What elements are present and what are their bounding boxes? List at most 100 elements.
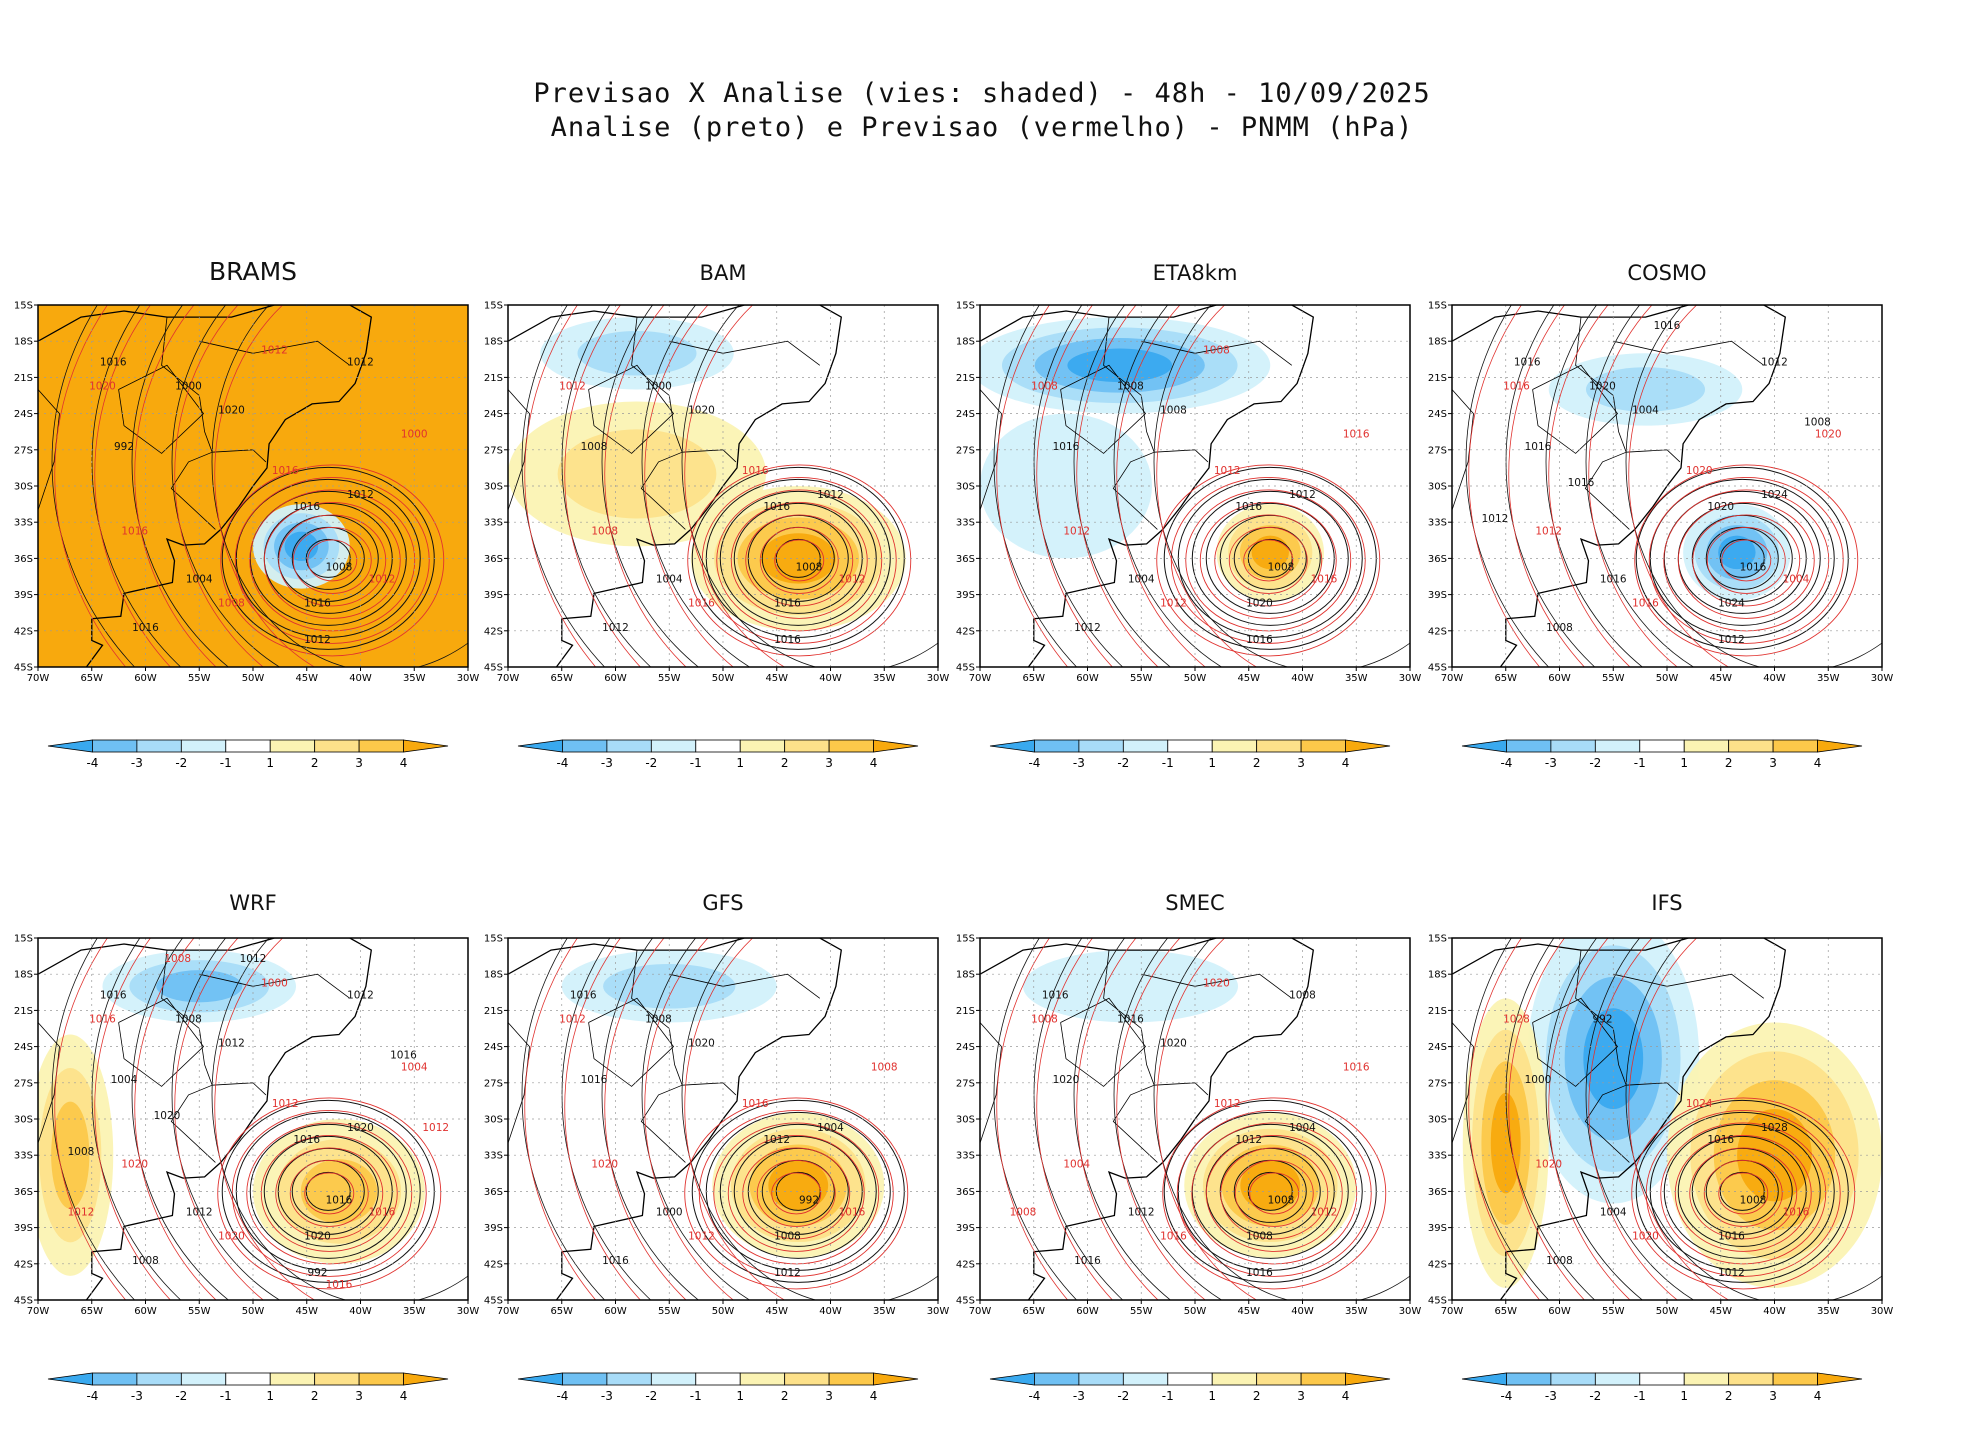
- y-tick-label: 27S: [1428, 445, 1447, 456]
- x-tick-label: 50W: [712, 1306, 735, 1317]
- forecast-contour-label: 1012: [1214, 465, 1241, 477]
- x-tick-label: 30W: [457, 1306, 480, 1317]
- colorbar: -4 -3 -2 -1 1 2 3 4: [517, 739, 919, 770]
- y-tick-label: 15S: [14, 934, 33, 945]
- x-tick-label: 50W: [712, 673, 735, 684]
- analysis-contour-label: 1016: [774, 598, 801, 610]
- analysis-contour-label: 1016: [326, 1194, 353, 1206]
- forecast-isobar: [524, 938, 597, 1300]
- country-border: [1532, 364, 1619, 454]
- forecast-isobar: [1508, 305, 1586, 667]
- panel-title: ETA8km: [1153, 261, 1238, 285]
- y-tick-label: 39S: [956, 1223, 975, 1234]
- analysis-isobar: [993, 305, 1078, 667]
- bias-blob: [577, 330, 697, 376]
- x-tick-label: 55W: [188, 1306, 211, 1317]
- forecast-isobar: [745, 514, 854, 607]
- colorbar-label: 2: [1253, 1389, 1261, 1403]
- colorbar-swatch: [136, 739, 182, 753]
- analysis-contour-label: 1016: [1525, 441, 1552, 453]
- forecast-isobar: [307, 539, 358, 582]
- analysis-contour-label: 1020: [347, 1122, 374, 1134]
- analysis-isobar: [601, 305, 700, 667]
- panel-brams: BRAMS10161016101210081004100099210121016…: [14, 257, 479, 770]
- forecast-contour-label: 1012: [559, 380, 586, 392]
- y-tick-label: 45S: [1428, 1296, 1447, 1307]
- analysis-contour-label: 992: [799, 1194, 819, 1206]
- bias-blob: [1251, 535, 1289, 570]
- x-tick-label: 35W: [873, 1306, 896, 1317]
- forecast-contour-label: 1012: [1063, 525, 1090, 537]
- y-tick-label: 18S: [956, 337, 975, 348]
- y-tick-label: 21S: [14, 1006, 33, 1017]
- forecast-isobar: [698, 1109, 894, 1277]
- forecast-isobar: [1036, 305, 1114, 667]
- colorbar-swatch: [1300, 739, 1346, 753]
- colorbar-label: -3: [1545, 1389, 1557, 1403]
- forecast-isobar: [684, 938, 786, 1300]
- analysis-isobar: [681, 305, 938, 667]
- colorbar-swatch: [784, 1372, 830, 1386]
- y-tick-label: 18S: [14, 970, 33, 981]
- colorbar-label: -3: [601, 756, 613, 770]
- panel-title: BRAMS: [209, 257, 297, 286]
- analysis-contour-label: 1008: [1804, 417, 1831, 429]
- colorbar-label: 3: [1297, 1389, 1305, 1403]
- colorbar-arrow-right: [1817, 1372, 1863, 1386]
- x-tick-label: 65W: [1494, 1306, 1517, 1317]
- coastline: [38, 938, 373, 1300]
- analysis-contour-label: 1012: [1289, 489, 1316, 501]
- colorbar-label: 1: [266, 756, 274, 770]
- coastline: [508, 305, 843, 667]
- forecast-isobar: [275, 1147, 384, 1240]
- colorbar-label: -1: [1162, 756, 1174, 770]
- y-tick-label: 33S: [14, 1151, 33, 1162]
- forecast-isobar: [1156, 305, 1258, 667]
- y-tick-label: 42S: [1428, 1259, 1447, 1270]
- coastline: [980, 305, 1315, 667]
- colorbar-label: -3: [131, 1389, 143, 1403]
- analysis-contour-label: 1012: [218, 1038, 245, 1050]
- analysis-isobar: [171, 938, 281, 1300]
- forecast-contour-label: 1016: [89, 1013, 116, 1025]
- forecast-isobar: [684, 1097, 909, 1290]
- x-tick-label: 35W: [403, 673, 426, 684]
- forecast-isobar: [174, 938, 264, 1300]
- colorbar: -4 -3 -2 -1 1 2 3 4: [1461, 739, 1863, 770]
- colorbar-label: 4: [1342, 1389, 1350, 1403]
- forecast-contour-label: 1008: [871, 1062, 898, 1074]
- colorbar-label: -3: [1073, 756, 1085, 770]
- x-tick-label: 60W: [604, 673, 627, 684]
- country-border: [161, 950, 216, 1163]
- colorbar-swatch: [828, 1372, 874, 1386]
- forecast-contour-label: 1024: [1686, 1098, 1713, 1110]
- colorbar-label: -2: [175, 1389, 187, 1403]
- x-tick-label: 35W: [873, 673, 896, 684]
- y-tick-label: 36S: [484, 554, 503, 565]
- colorbar-label: -2: [645, 1389, 657, 1403]
- analysis-contour-label: 1016: [581, 1074, 608, 1086]
- forecast-isobar: [604, 938, 687, 1300]
- y-tick-label: 33S: [14, 518, 33, 529]
- colorbar-label: 3: [825, 756, 833, 770]
- panel-wrf: WRF1016102010201016101210081004992100810…: [14, 891, 480, 1403]
- forecast-isobar: [564, 305, 642, 667]
- country-border: [161, 317, 216, 530]
- country-border: [1575, 317, 1630, 530]
- x-tick-label: 65W: [1494, 673, 1517, 684]
- x-tick-label: 40W: [819, 673, 842, 684]
- colorbar-label: 4: [1342, 756, 1350, 770]
- analysis-isobar: [1663, 490, 1821, 626]
- analysis-contour-label: 1000: [1525, 1074, 1552, 1086]
- forecast-contour-label: 1016: [1783, 1207, 1810, 1219]
- analysis-isobar: [641, 305, 751, 667]
- colorbar-swatch: [1683, 1372, 1730, 1386]
- forecast-contour-label: 1020: [1203, 977, 1230, 989]
- analysis-isobar: [171, 305, 281, 667]
- analysis-contour-label: 1008: [1160, 405, 1187, 417]
- x-tick-label: 45W: [295, 673, 318, 684]
- colorbar-swatch: [314, 739, 360, 753]
- analysis-isobar: [1465, 938, 1550, 1300]
- x-tick-label: 40W: [349, 1306, 372, 1317]
- analysis-contour-label: 1012: [347, 489, 374, 501]
